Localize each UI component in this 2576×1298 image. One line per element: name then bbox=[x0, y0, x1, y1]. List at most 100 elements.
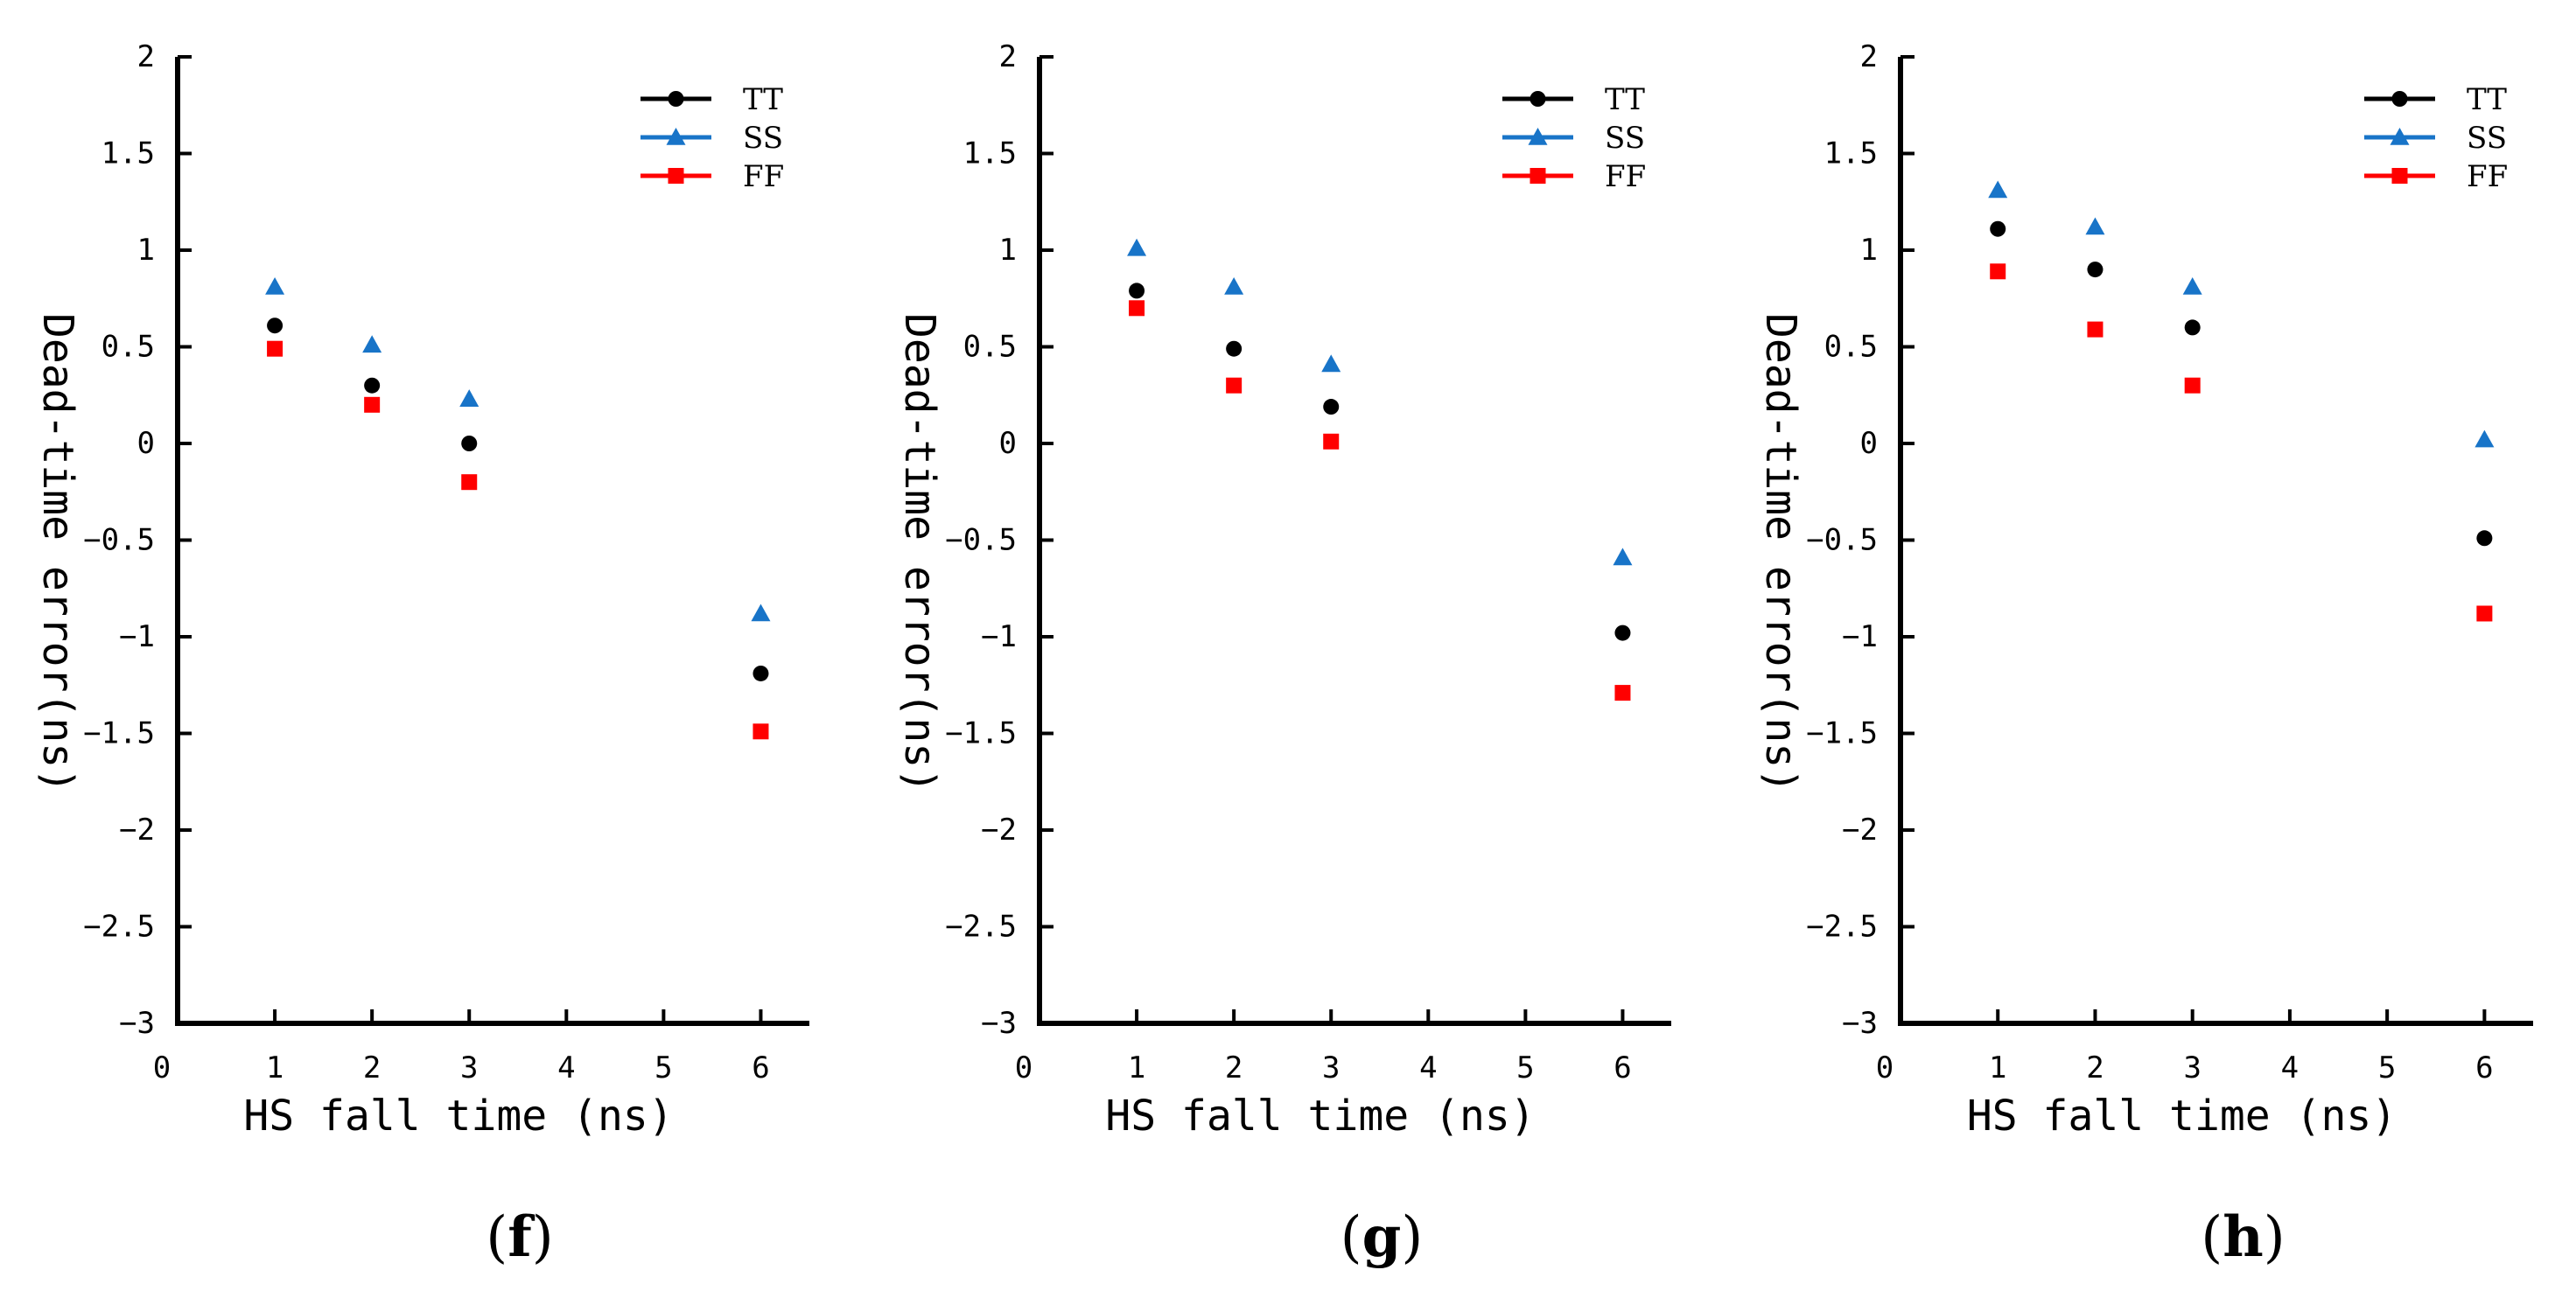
x-tick-label: 5 bbox=[1516, 1050, 1534, 1085]
legend-marker-tt bbox=[668, 91, 684, 107]
data-point-tt bbox=[1129, 283, 1145, 299]
data-point-ss bbox=[2085, 217, 2105, 235]
x-tick-label: 6 bbox=[2475, 1050, 2493, 1085]
y-axis-label: Dead-time error(ns) bbox=[33, 313, 82, 793]
data-point-ff bbox=[2184, 377, 2201, 394]
panel-label: (f) bbox=[486, 1204, 553, 1270]
y-tick-label: 1.5 bbox=[963, 136, 1017, 171]
y-tick-label: 1.5 bbox=[102, 136, 155, 171]
data-point-ss bbox=[265, 276, 285, 295]
panel-label-open-paren: ( bbox=[2201, 1205, 2222, 1270]
data-point-ss bbox=[1988, 180, 2008, 199]
data-point-ff bbox=[1614, 685, 1631, 701]
x-tick-label: 0 bbox=[153, 1050, 171, 1085]
data-point-ff bbox=[752, 723, 769, 740]
legend-marker-ss bbox=[1528, 128, 1548, 145]
y-tick-label: −1 bbox=[1842, 619, 1878, 654]
y-tick-label: −2.5 bbox=[945, 910, 1017, 945]
y-tick-label: −2 bbox=[981, 813, 1017, 848]
y-axis-label: Dead-time error(ns) bbox=[1756, 313, 1805, 793]
data-point-ff bbox=[461, 474, 478, 491]
legend-label-tt: TT bbox=[2467, 82, 2507, 117]
y-tick-label: 0 bbox=[1860, 426, 1878, 461]
x-tick-label: 6 bbox=[752, 1050, 769, 1085]
legend-label-tt: TT bbox=[1605, 82, 1645, 117]
y-tick-label: −0.5 bbox=[83, 523, 155, 558]
data-point-tt bbox=[1614, 625, 1631, 641]
legend-marker-ff bbox=[1530, 168, 1546, 184]
panel-label-letter: g bbox=[1362, 1204, 1402, 1270]
data-point-tt bbox=[2184, 319, 2201, 336]
x-tick-label: 3 bbox=[2183, 1050, 2201, 1085]
data-point-ff bbox=[267, 340, 284, 357]
y-tick-label: 0 bbox=[999, 426, 1017, 461]
x-tick-label: 2 bbox=[2086, 1050, 2104, 1085]
y-tick-label: −3 bbox=[119, 1006, 155, 1041]
data-point-tt bbox=[2087, 262, 2104, 278]
data-point-ff bbox=[1323, 433, 1340, 450]
legend-marker-tt bbox=[2391, 91, 2408, 107]
y-tick-label: 2 bbox=[999, 39, 1017, 74]
y-tick-label: 1 bbox=[999, 233, 1017, 268]
x-tick-label: 2 bbox=[1225, 1050, 1242, 1085]
panel-label-letter: h bbox=[2222, 1204, 2264, 1270]
panel-label-close-paren: ) bbox=[532, 1205, 554, 1270]
data-point-tt bbox=[1990, 220, 2006, 237]
legend-marker-tt bbox=[1530, 91, 1546, 107]
data-point-tt bbox=[461, 436, 478, 451]
data-point-ff bbox=[2476, 605, 2493, 622]
data-point-ss bbox=[1127, 238, 1147, 256]
data-point-ff bbox=[1129, 300, 1145, 317]
legend-label-ff: FF bbox=[1605, 159, 1646, 194]
chart-panel-h: 2 1.5 1 0.5 0 −0.5 −1 −1.5 −2 −2.5 −3 0 1 2 3 4 5 6 HS fal… bbox=[1756, 39, 2533, 1270]
y-tick-label: 2 bbox=[137, 39, 155, 74]
x-tick-label: 1 bbox=[1128, 1050, 1145, 1085]
y-tick-label: −2 bbox=[1842, 813, 1878, 848]
legend-marker-ss bbox=[666, 128, 686, 145]
x-tick-label: 0 bbox=[1876, 1050, 1894, 1085]
x-tick-label: 4 bbox=[1419, 1050, 1437, 1085]
y-tick-label: 2 bbox=[1860, 39, 1878, 74]
data-point-ss bbox=[751, 604, 771, 622]
x-tick-label: 5 bbox=[654, 1050, 672, 1085]
y-tick-label: −1.5 bbox=[945, 716, 1017, 751]
y-tick-label: −1.5 bbox=[1806, 716, 1878, 751]
y-tick-label: −1.5 bbox=[83, 716, 155, 751]
panel-label: (h) bbox=[2201, 1204, 2285, 1270]
chart-panel-g: 2 1.5 1 0.5 0 −0.5 −1 −1.5 −2 −2.5 −3 0 1 2 3 4 5 6 HS fal… bbox=[895, 39, 1671, 1270]
y-tick-label: −0.5 bbox=[945, 523, 1017, 558]
x-tick-label: 3 bbox=[1322, 1050, 1340, 1085]
x-axis-label: HS fall time (ns) bbox=[1105, 1092, 1535, 1141]
x-tick-label: 5 bbox=[2378, 1050, 2396, 1085]
data-point-ss bbox=[2182, 276, 2202, 295]
x-tick-label: 1 bbox=[266, 1050, 284, 1085]
legend-marker-ss bbox=[2390, 128, 2410, 145]
data-point-ss bbox=[459, 389, 480, 407]
x-axis-label: HS fall time (ns) bbox=[243, 1092, 673, 1141]
y-tick-label: 1 bbox=[1860, 233, 1878, 268]
legend-marker-ff bbox=[2391, 168, 2408, 184]
y-tick-label: −3 bbox=[981, 1006, 1017, 1041]
y-tick-label: 0.5 bbox=[963, 330, 1017, 365]
legend-label-tt: TT bbox=[743, 82, 783, 117]
panel-label-open-paren: ( bbox=[1340, 1205, 1362, 1270]
data-point-ff bbox=[2087, 321, 2104, 338]
x-tick-label: 3 bbox=[460, 1050, 478, 1085]
y-axis-label: Dead-time error(ns) bbox=[895, 313, 944, 793]
data-point-ss bbox=[2474, 429, 2495, 448]
x-tick-label: 1 bbox=[1989, 1050, 2006, 1085]
legend-marker-ff bbox=[668, 168, 684, 184]
y-tick-label: 0.5 bbox=[102, 330, 155, 365]
y-tick-label: 0.5 bbox=[1824, 330, 1878, 365]
data-point-ss bbox=[1613, 548, 1633, 566]
y-tick-label: −2 bbox=[119, 813, 155, 848]
panel-label-close-paren: ) bbox=[2264, 1205, 2286, 1270]
legend-label-ss: SS bbox=[1605, 121, 1645, 156]
y-tick-label: 1 bbox=[137, 233, 155, 268]
data-point-ss bbox=[1224, 276, 1244, 295]
data-point-ss bbox=[362, 335, 382, 353]
y-tick-label: −2.5 bbox=[1806, 910, 1878, 945]
y-tick-label: 1.5 bbox=[1824, 136, 1878, 171]
panel-label: (g) bbox=[1340, 1204, 1424, 1270]
